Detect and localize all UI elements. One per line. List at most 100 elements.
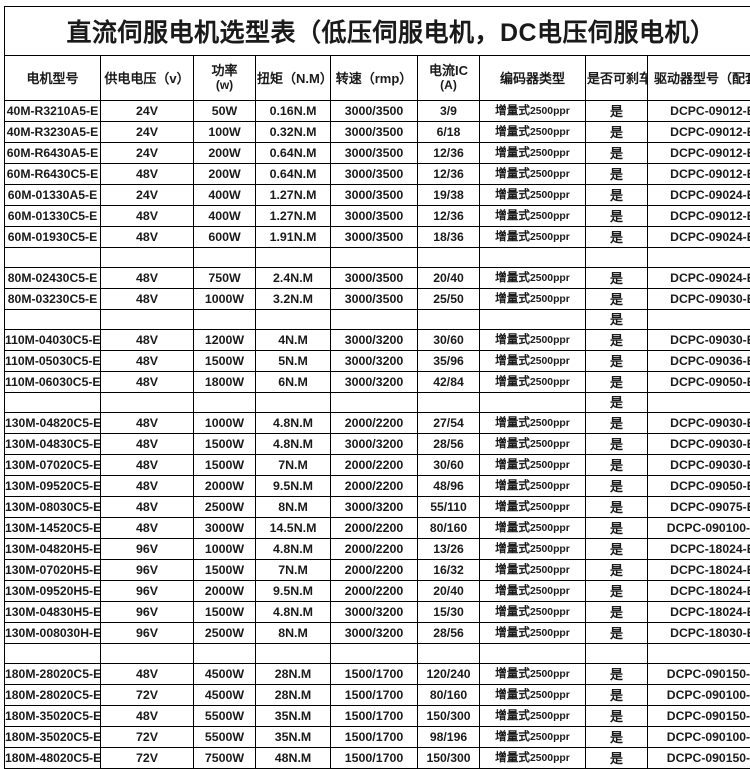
cell-current[interactable]: 150/300 (418, 748, 480, 769)
cell-current[interactable]: 80/160 (418, 518, 480, 539)
cell-encoder[interactable] (480, 644, 586, 664)
cell-brake[interactable]: 是 (586, 476, 648, 497)
cell-speed[interactable]: 3000/3200 (331, 351, 418, 372)
cell-speed[interactable]: 3000/3500 (331, 164, 418, 185)
cell-torque[interactable]: 9.5N.M (256, 476, 331, 497)
cell-current[interactable]: 28/56 (418, 623, 480, 644)
cell-torque[interactable]: 7N.M (256, 560, 331, 581)
cell-brake[interactable]: 是 (586, 602, 648, 623)
cell-torque[interactable]: 6N.M (256, 372, 331, 393)
cell-driver[interactable]: DCPC-090150-E (648, 664, 750, 685)
cell-encoder[interactable]: 增量式2500ppr (480, 122, 586, 143)
cell-encoder[interactable]: 增量式2500ppr (480, 623, 586, 644)
column-header-brake[interactable]: 是否可刹车 (586, 56, 648, 101)
cell-voltage[interactable]: 48V (101, 413, 194, 434)
cell-driver[interactable]: DCPC-09075-E (648, 497, 750, 518)
table-spacer-row[interactable]: 是 (5, 393, 750, 413)
cell-voltage[interactable]: 48V (101, 351, 194, 372)
cell-torque[interactable]: 1.27N.M (256, 185, 331, 206)
cell-encoder[interactable]: 增量式2500ppr (480, 539, 586, 560)
cell-voltage[interactable]: 96V (101, 560, 194, 581)
cell-speed[interactable]: 1500/1700 (331, 727, 418, 748)
cell-brake[interactable]: 是 (586, 685, 648, 706)
cell-driver[interactable] (648, 310, 750, 330)
cell-model[interactable]: 180M-28020C5-E (5, 685, 101, 706)
cell-current[interactable] (418, 393, 480, 413)
cell-brake[interactable]: 是 (586, 497, 648, 518)
cell-speed[interactable]: 3000/3200 (331, 330, 418, 351)
cell-torque[interactable] (256, 248, 331, 268)
cell-model[interactable] (5, 393, 101, 413)
cell-driver[interactable]: DCPC-09012-E (648, 101, 750, 122)
cell-torque[interactable] (256, 310, 331, 330)
cell-driver[interactable]: DCPC-090150-E (648, 748, 750, 769)
cell-voltage[interactable]: 48V (101, 268, 194, 289)
cell-voltage[interactable]: 48V (101, 227, 194, 248)
cell-brake[interactable]: 是 (586, 748, 648, 769)
cell-current[interactable]: 150/300 (418, 706, 480, 727)
cell-driver[interactable] (648, 248, 750, 268)
cell-current[interactable]: 12/36 (418, 143, 480, 164)
cell-model[interactable]: 80M-02430C5-E (5, 268, 101, 289)
cell-voltage[interactable]: 96V (101, 539, 194, 560)
cell-encoder[interactable]: 增量式2500ppr (480, 185, 586, 206)
cell-power[interactable]: 2500W (194, 497, 256, 518)
cell-power[interactable]: 5500W (194, 727, 256, 748)
cell-brake[interactable]: 是 (586, 185, 648, 206)
cell-model[interactable]: 60M-01330A5-E (5, 185, 101, 206)
cell-torque[interactable]: 4.8N.M (256, 539, 331, 560)
cell-speed[interactable]: 2000/2200 (331, 560, 418, 581)
cell-power[interactable] (194, 393, 256, 413)
cell-brake[interactable]: 是 (586, 101, 648, 122)
cell-speed[interactable]: 3000/3200 (331, 434, 418, 455)
column-header-torque[interactable]: 扭矩（N.M） (256, 56, 331, 101)
cell-current[interactable]: 16/32 (418, 560, 480, 581)
cell-model[interactable]: 60M-R6430C5-E (5, 164, 101, 185)
cell-speed[interactable]: 3000/3500 (331, 289, 418, 310)
cell-current[interactable]: 120/240 (418, 664, 480, 685)
cell-voltage[interactable] (101, 248, 194, 268)
cell-torque[interactable]: 0.64N.M (256, 164, 331, 185)
cell-encoder[interactable] (480, 248, 586, 268)
cell-model[interactable]: 180M-28020C5-E (5, 664, 101, 685)
cell-power[interactable]: 2500W (194, 623, 256, 644)
cell-model[interactable]: 40M-R3210A5-E (5, 101, 101, 122)
cell-brake[interactable]: 是 (586, 539, 648, 560)
cell-voltage[interactable]: 24V (101, 185, 194, 206)
cell-power[interactable]: 1000W (194, 539, 256, 560)
cell-power[interactable]: 4500W (194, 685, 256, 706)
cell-brake[interactable] (586, 644, 648, 664)
cell-power[interactable]: 1800W (194, 372, 256, 393)
cell-power[interactable]: 200W (194, 164, 256, 185)
cell-driver[interactable] (648, 393, 750, 413)
cell-model[interactable]: 130M-04820C5-E (5, 413, 101, 434)
cell-torque[interactable]: 0.32N.M (256, 122, 331, 143)
cell-brake[interactable]: 是 (586, 518, 648, 539)
cell-torque[interactable]: 3.2N.M (256, 289, 331, 310)
cell-torque[interactable]: 14.5N.M (256, 518, 331, 539)
cell-current[interactable]: 12/36 (418, 206, 480, 227)
cell-speed[interactable]: 2000/2200 (331, 476, 418, 497)
cell-brake[interactable]: 是 (586, 206, 648, 227)
cell-model[interactable]: 110M-06030C5-E (5, 372, 101, 393)
cell-speed[interactable]: 1500/1700 (331, 748, 418, 769)
cell-brake[interactable]: 是 (586, 560, 648, 581)
cell-torque[interactable]: 5N.M (256, 351, 331, 372)
cell-driver[interactable]: DCPC-09030-E (648, 434, 750, 455)
cell-speed[interactable]: 2000/2200 (331, 518, 418, 539)
cell-brake[interactable]: 是 (586, 372, 648, 393)
cell-speed[interactable]: 2000/2200 (331, 413, 418, 434)
cell-encoder[interactable]: 增量式2500ppr (480, 455, 586, 476)
cell-power[interactable]: 1500W (194, 351, 256, 372)
cell-torque[interactable]: 35N.M (256, 727, 331, 748)
